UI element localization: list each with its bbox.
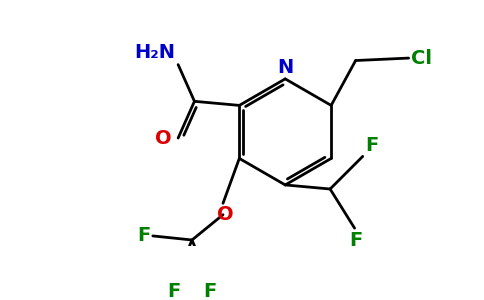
Text: F: F <box>203 282 216 300</box>
Text: F: F <box>365 136 378 155</box>
Text: O: O <box>155 128 172 148</box>
Text: F: F <box>349 231 363 250</box>
Text: N: N <box>277 58 293 77</box>
Text: F: F <box>167 282 181 300</box>
Text: F: F <box>137 226 151 245</box>
Text: Cl: Cl <box>411 49 432 68</box>
Text: O: O <box>217 205 234 224</box>
Text: H₂N: H₂N <box>135 43 176 62</box>
